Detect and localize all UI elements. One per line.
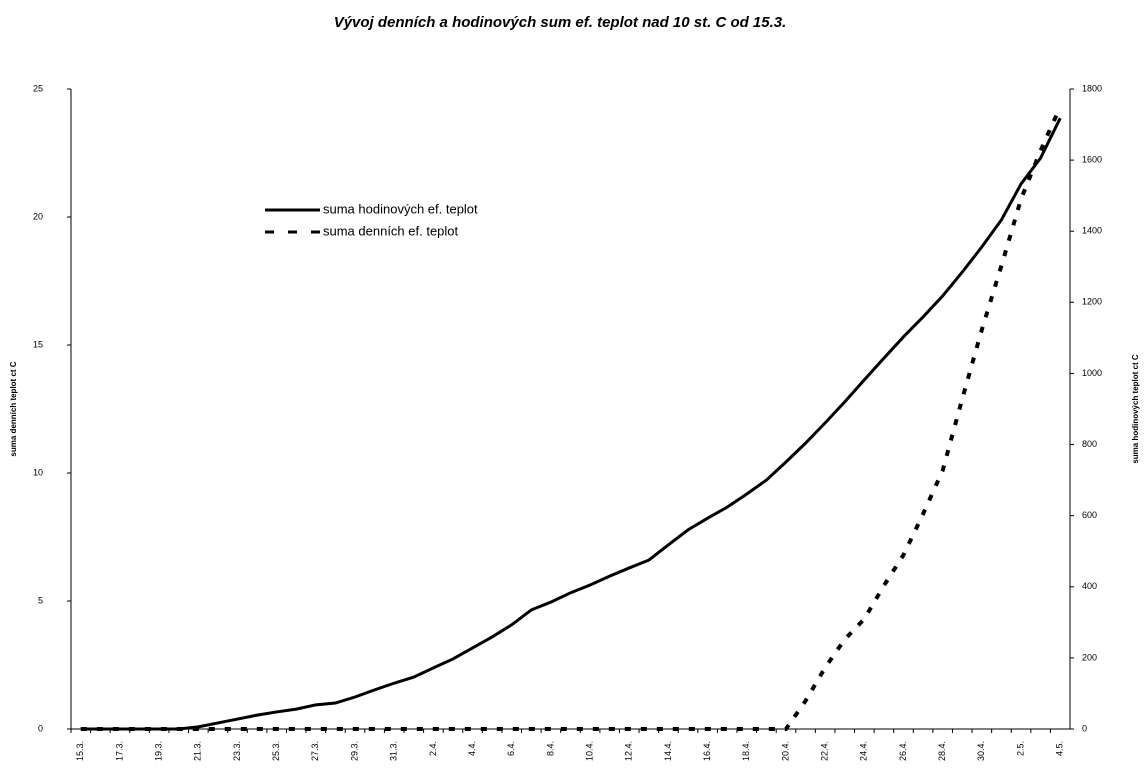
x-tick-label: 8.4.	[545, 741, 555, 756]
x-tick-label: 21.3.	[193, 741, 203, 761]
y2-tick-label: 600	[1082, 510, 1097, 520]
legend-label: suma hodinových ef. teplot	[323, 201, 478, 216]
y-axis-label: suma denních teplot ct C	[9, 361, 18, 456]
y2-tick-label: 1400	[1082, 226, 1102, 236]
y-tick-label: 10	[33, 467, 43, 477]
y-tick-label: 5	[38, 595, 43, 605]
x-tick-label: 4.4.	[467, 741, 477, 756]
x-tick-label: 10.4.	[584, 741, 594, 761]
y2-tick-label: 1600	[1082, 154, 1102, 164]
y2-tick-label: 1200	[1082, 297, 1102, 307]
y2-tick-label: 800	[1082, 439, 1097, 449]
y-tick-label: 20	[33, 211, 43, 221]
series-line	[80, 106, 1063, 731]
x-tick-label: 4.5.	[1055, 741, 1065, 756]
y2-axis-label: suma hodinových teplot ct C	[1131, 354, 1140, 464]
y2-tick-label: 200	[1082, 652, 1097, 662]
x-tick-label: 12.4.	[624, 741, 634, 761]
legend-label: suma denních ef. teplot	[323, 223, 459, 238]
x-tick-label: 27.3.	[310, 741, 320, 761]
x-tick-label: 25.3.	[271, 741, 281, 761]
x-tick-label: 28.4.	[937, 741, 947, 761]
x-tick-label: 31.3.	[389, 741, 399, 761]
x-tick-label: 6.4.	[506, 741, 516, 756]
x-tick-label: 24.4.	[859, 741, 869, 761]
x-tick-label: 22.4.	[820, 741, 830, 761]
x-tick-label: 20.4.	[780, 741, 790, 761]
chart-title: Vývoj denních a hodinových sum ef. teplo…	[334, 14, 787, 31]
x-tick-label: 15.3.	[75, 741, 85, 761]
x-tick-label: 19.3.	[154, 741, 164, 761]
series-line	[80, 117, 1062, 731]
x-tick-label: 29.3.	[349, 741, 359, 761]
y-tick-label: 0	[38, 723, 43, 733]
x-tick-label: 23.3.	[232, 741, 242, 761]
x-tick-label: 14.4.	[663, 741, 673, 761]
y-tick-label: 25	[33, 83, 43, 93]
x-tick-label: 17.3.	[114, 741, 124, 761]
x-tick-label: 30.4.	[976, 741, 986, 761]
y2-tick-label: 1000	[1082, 368, 1102, 378]
x-tick-label: 2.5.	[1015, 741, 1025, 756]
y2-tick-label: 0	[1082, 723, 1087, 733]
x-tick-label: 16.4.	[702, 741, 712, 761]
y2-tick-label: 400	[1082, 581, 1097, 591]
x-tick-label: 18.4.	[741, 741, 751, 761]
x-tick-label: 26.4.	[898, 741, 908, 761]
y2-tick-label: 1800	[1082, 83, 1102, 93]
x-tick-label: 2.4.	[428, 741, 438, 756]
y-tick-label: 15	[33, 339, 43, 349]
